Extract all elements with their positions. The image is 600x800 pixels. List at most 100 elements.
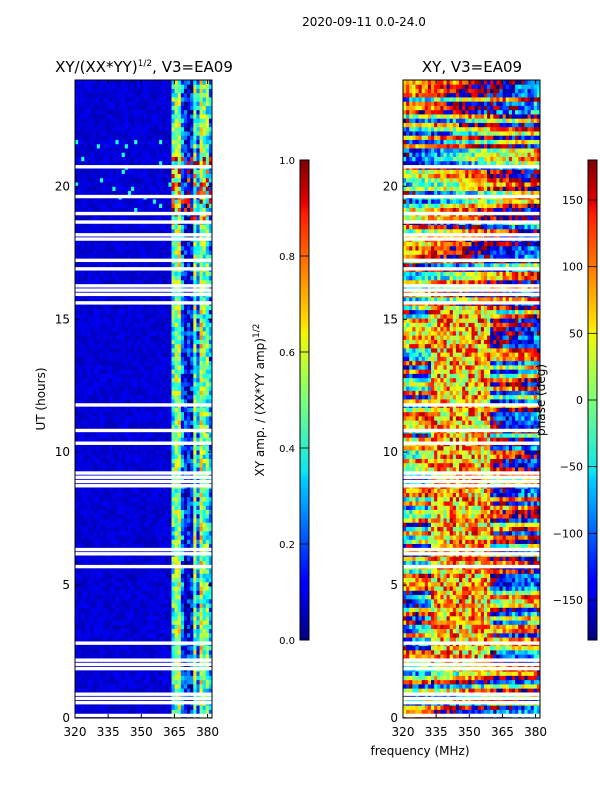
amplitude-cell xyxy=(84,513,88,519)
amplitude-cell xyxy=(103,649,107,655)
amplitude-cell xyxy=(78,598,82,604)
amplitude-cell xyxy=(106,513,110,519)
amplitude-cell xyxy=(134,675,138,681)
amplitude-cell xyxy=(187,369,191,374)
amplitude-cell xyxy=(196,347,200,353)
amplitude-cell xyxy=(162,407,166,413)
amplitude-cell xyxy=(155,424,160,430)
amplitude-cell xyxy=(196,313,200,319)
amplitude-cell xyxy=(140,620,144,625)
amplitude-cell xyxy=(168,522,172,527)
amplitude-cell xyxy=(183,683,188,689)
amplitude-cell xyxy=(205,573,210,579)
amplitude-cell xyxy=(106,526,110,532)
amplitude-cell xyxy=(171,709,176,715)
amplitude-cell xyxy=(127,241,132,247)
amplitude-cell xyxy=(205,645,210,651)
amplitude-cell xyxy=(90,628,95,634)
amplitude-cell xyxy=(180,416,185,421)
amplitude-cell xyxy=(171,245,176,251)
amplitude-cell xyxy=(134,254,138,260)
amplitude-cell xyxy=(174,671,179,676)
amplitude-cell xyxy=(118,305,123,311)
amplitude-cell xyxy=(112,458,116,464)
amplitude-cell xyxy=(143,505,148,510)
amplitude-cell xyxy=(183,620,188,625)
amplitude-cell xyxy=(137,386,141,391)
amplitude-cell xyxy=(162,488,166,493)
amplitude-cell xyxy=(193,343,197,349)
amplitude-cell xyxy=(152,590,157,596)
amplitude-cell xyxy=(121,356,126,362)
amplitude-cell xyxy=(149,569,154,574)
amplitude-cell xyxy=(202,420,207,425)
amplitude-cell xyxy=(99,581,104,587)
amplitude-cell xyxy=(168,386,172,391)
amplitude-cell xyxy=(143,296,148,302)
amplitude-cell xyxy=(155,296,160,302)
amplitude-cell xyxy=(115,399,119,404)
amplitude-cell xyxy=(187,535,191,540)
amplitude-cell xyxy=(162,360,166,366)
amplitude-cell xyxy=(106,462,110,468)
amplitude-cell xyxy=(103,688,107,693)
amplitude-cell xyxy=(190,513,194,519)
amplitude-cell xyxy=(199,377,204,383)
amplitude-cell xyxy=(84,271,88,277)
amplitude-cell xyxy=(180,377,185,383)
amplitude-cell xyxy=(177,573,182,579)
amplitude-cell xyxy=(171,688,176,693)
amplitude-cell xyxy=(208,335,213,340)
amplitude-cell xyxy=(174,347,179,353)
amplitude-cell xyxy=(152,356,157,362)
amplitude-cell xyxy=(187,671,191,676)
amplitude-cell xyxy=(137,590,141,596)
amplitude-cell xyxy=(193,322,197,328)
amplitude-cell xyxy=(78,649,82,655)
amplitude-cell xyxy=(168,377,172,383)
amplitude-cell xyxy=(208,360,213,366)
amplitude-cell xyxy=(165,399,169,404)
amplitude-cell xyxy=(168,416,172,421)
amplitude-cell xyxy=(131,377,135,383)
amplitude-cell xyxy=(180,352,185,357)
amplitude-cell xyxy=(121,556,126,562)
amplitude-cell xyxy=(137,679,141,685)
amplitude-cell xyxy=(84,539,88,545)
amplitude-cell xyxy=(121,250,126,255)
amplitude-cell xyxy=(81,501,85,506)
amplitude-cell xyxy=(115,279,119,285)
amplitude-cell xyxy=(131,437,135,442)
amplitude-cell xyxy=(174,560,179,566)
amplitude-cell xyxy=(205,607,210,613)
amplitude-cell xyxy=(90,424,95,430)
amplitude-cell xyxy=(106,369,110,374)
amplitude-cell xyxy=(131,326,135,332)
amplitude-cell xyxy=(87,496,91,502)
amplitude-cell xyxy=(205,364,210,370)
amplitude-cell xyxy=(159,492,163,498)
amplitude-cell xyxy=(78,675,82,681)
amplitude-cell xyxy=(81,535,85,540)
amplitude-cell xyxy=(93,637,98,642)
amplitude-cell xyxy=(199,556,204,562)
amplitude-cell xyxy=(149,505,154,510)
amplitude-cell xyxy=(196,450,200,455)
amplitude-cell xyxy=(84,615,88,621)
amplitude-cell xyxy=(127,437,132,442)
amplitude-cell xyxy=(146,399,151,404)
amplitude-cell xyxy=(124,577,129,583)
amplitude-cell xyxy=(190,347,194,353)
amplitude-cell xyxy=(115,347,119,353)
amplitude-cell xyxy=(183,705,188,710)
amplitude-cell xyxy=(131,309,135,315)
amplitude-cell xyxy=(208,573,213,579)
amplitude-cell xyxy=(137,501,141,506)
amplitude-cell xyxy=(190,615,194,621)
amplitude-cell xyxy=(78,254,82,260)
amplitude-cell xyxy=(143,556,148,562)
amplitude-cell xyxy=(174,458,179,464)
amplitude-cell xyxy=(187,373,191,379)
amplitude-cell xyxy=(149,688,154,693)
amplitude-cell xyxy=(118,271,123,277)
